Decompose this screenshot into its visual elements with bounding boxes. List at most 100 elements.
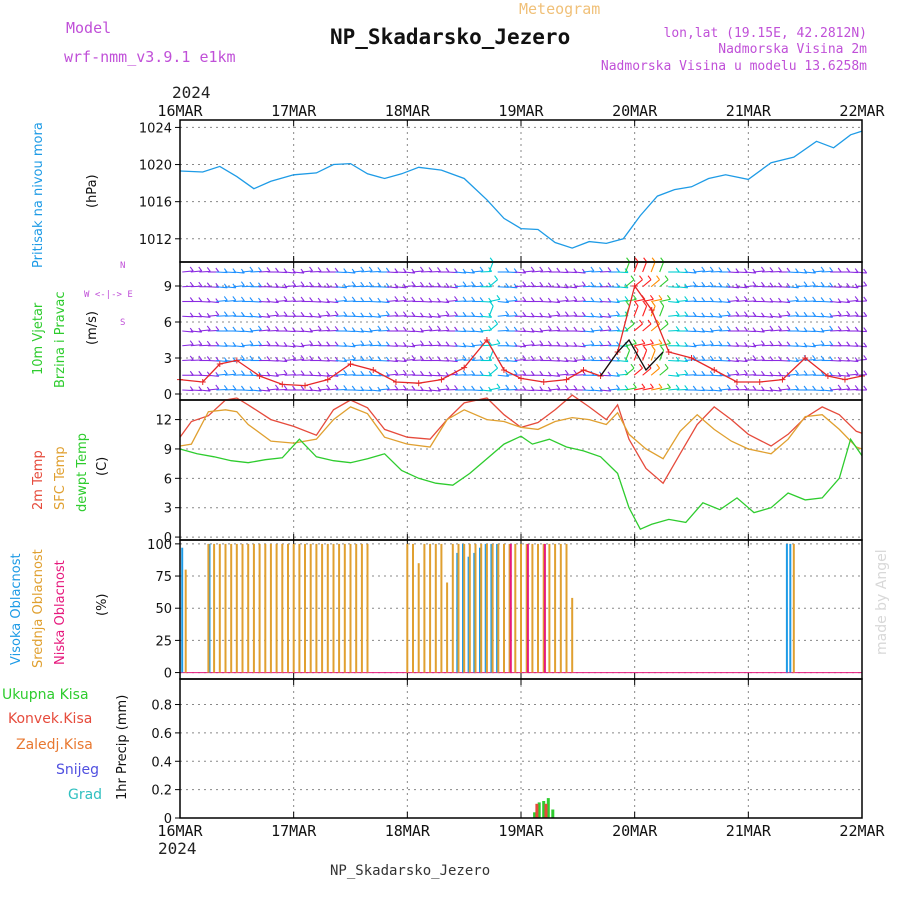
wind-barb-flag [377,267,382,272]
wind-barb-flag [837,341,842,347]
wind-barb-flag [769,282,774,288]
wind-barb-flag [684,357,689,362]
wind-barb-flag [684,385,689,390]
wind-barb-flag [854,385,859,390]
wind-barb-flag [556,341,561,347]
wind-barb-flag [215,267,220,273]
bar-srednja-oblacnost [281,543,284,673]
wind-barb [224,286,236,289]
wind-barb-flag [266,282,271,288]
wind-barb-flag [215,341,220,347]
wind-barb-flag [539,266,544,272]
wind-barb-flag [488,340,493,346]
wind-barb [369,329,381,332]
bar-srednja-oblacnost [338,543,341,673]
bar-visoka-oblacnost [473,552,476,673]
wind-barb [617,271,629,274]
wind-barb-flag [419,327,424,333]
wind-barb [463,271,475,274]
wind-barb-flag [368,355,373,361]
wind-barb-flag [360,281,365,287]
wind-barb-flag [471,385,476,391]
temp-ylabel-1: 2m Temp [31,450,46,510]
bar-srednja-oblacnost [406,543,409,673]
bar-srednja-oblacnost [224,543,227,673]
wind-barb [216,373,228,376]
wind-barb-flag [735,369,740,375]
wind-barb-flag [701,340,706,345]
wind-barb [548,314,560,317]
wind-barb [787,359,799,363]
wind-barb [216,286,228,289]
bar-srednja-oblacnost [571,597,574,673]
bar-visoka-oblacnost [484,543,487,673]
bar-ukupna-kisa [546,798,550,818]
wind-barb-flag [692,355,697,360]
wind-barb [412,344,424,347]
wind-barb-flag [812,370,817,376]
wind-barb-flag [863,268,868,274]
temp-unit: (C) [95,457,110,476]
wind-barb-flag [743,283,748,289]
wind-barb-flag [675,298,680,303]
wind-barb-flag [846,341,851,347]
bar-ukupna-kisa [537,802,541,818]
wind-barb-flag [820,370,825,376]
wind-barb [258,389,270,392]
wind-barb-flag [419,266,424,272]
wind-barb-flag [658,383,663,389]
wind-barb [855,374,867,376]
wind-barb-flag [820,340,825,345]
wind-barb-flag [547,356,552,361]
wind-barb-flag [494,319,499,325]
wind-barb-flag [632,383,637,389]
wind-barb [497,374,509,377]
wind-barb-flag [249,297,254,302]
wind-barb [446,359,458,363]
wind-barb [557,299,569,303]
wind-barb-flag [522,385,527,391]
wind-barb-flag [760,340,765,345]
wind-barb-flag [479,266,484,272]
wind-barb [369,389,381,392]
wind-barb [429,315,441,318]
wind-barb-flag [275,326,279,331]
wind-barb-flag [513,326,518,332]
wind-barb [488,350,494,361]
wind-barb-flag [198,340,203,345]
precip-legend-3: Zaledj.Kisa [16,737,93,753]
wind-barb-flag [624,326,629,332]
wind-barb [395,373,407,376]
wind-barb-flag [266,386,271,392]
wind-barb-flag [266,325,271,331]
wind-barb-flag [581,311,586,317]
wind-barb-flag [437,267,441,272]
wind-barb-flag [479,297,484,302]
wind-barb-flag [630,275,635,280]
wind-barb-flag [564,369,569,375]
wind-barb-flag [539,327,544,333]
wind-barb-flag [684,283,689,289]
wind-barb-flag [718,267,723,272]
wind-barb [599,315,611,318]
wind-barb [591,389,603,392]
wind-barb-flag [317,356,322,361]
meteogram-title: Meteogram [519,0,600,18]
wind-barb [557,359,569,363]
wind-barb-flag [402,283,407,289]
bar-srednja-oblacnost [213,543,216,673]
wind-barb-flag [634,345,639,351]
bar-srednja-oblacnost [468,543,471,673]
bar-ukupna-kisa [542,801,546,818]
wind-barb-flag [598,325,603,331]
header: Model wrf-nmm_v3.9.1 e1km Meteogram NP_S… [64,0,890,879]
wind-barb-flag [377,386,382,392]
x-tick-label-top: 22MAR [839,102,885,120]
wind-barb-flag [675,372,680,377]
wind-barb-flag [411,342,416,348]
wind-barb-flag [326,341,331,347]
wind-barb-flag [726,267,731,273]
model-label: Model [66,19,111,37]
wind-barb [335,299,347,303]
wind-barb-flag [377,325,382,331]
